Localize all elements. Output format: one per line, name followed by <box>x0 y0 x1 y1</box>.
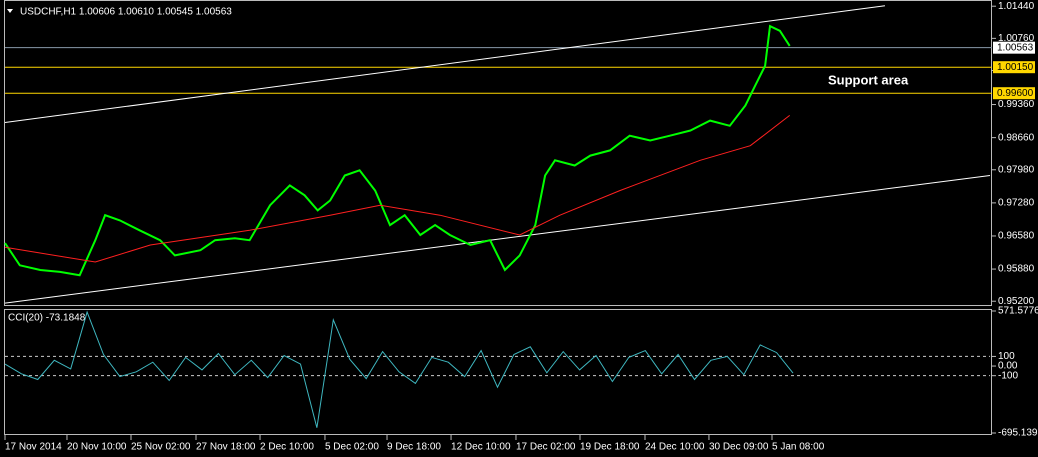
x-tick-label: 9 Dec 18:00 <box>387 442 441 453</box>
x-tick-label: 12 Dec 10:00 <box>451 442 511 453</box>
series-line <box>4 310 794 428</box>
y-tick-label: 0.95200 <box>998 296 1035 307</box>
level-label: 0.99600 <box>997 88 1034 99</box>
level-label: 1.00563 <box>997 42 1034 53</box>
y-tick-label: 0.99360 <box>998 99 1035 110</box>
chart-header: USDCHF,H1 1.00606 1.00610 1.00545 1.0056… <box>20 7 232 18</box>
y-tick-label: -695.1398 <box>998 428 1038 439</box>
y-tick-label: 1.01440 <box>998 1 1035 12</box>
level-label: 1.00150 <box>997 62 1034 73</box>
y-tick-label: 0.96580 <box>998 231 1035 242</box>
x-tick-label: 25 Nov 02:00 <box>131 442 191 453</box>
level-label-box <box>993 41 1035 54</box>
main-panel <box>4 0 992 306</box>
cci-panel <box>4 309 992 435</box>
x-tick-label: 17 Nov 2014 <box>5 442 62 453</box>
series-line <box>4 24 791 277</box>
y-tick-label: 0.97280 <box>998 198 1035 209</box>
level-label-box <box>993 87 1035 100</box>
x-tick-label: 2 Dec 10:00 <box>260 442 314 453</box>
y-tick-label: -100 <box>998 370 1018 381</box>
trendline <box>4 174 991 304</box>
x-tick-label: 24 Dec 10:00 <box>645 442 705 453</box>
x-tick-label: 20 Nov 10:00 <box>67 442 127 453</box>
y-tick-label: 0.97980 <box>998 164 1035 175</box>
x-tick-label: 19 Dec 18:00 <box>580 442 640 453</box>
y-tick-label: 0.95880 <box>998 264 1035 275</box>
y-tick-label: 571.5776 <box>998 306 1038 317</box>
level-label-box <box>993 61 1035 74</box>
header-arrow <box>7 9 13 13</box>
x-tick-label: 5 Jan 08:00 <box>772 442 825 453</box>
x-tick-label: 5 Dec 02:00 <box>325 442 379 453</box>
series-line <box>4 115 791 263</box>
y-tick-label: 0.00 <box>998 361 1018 372</box>
trendline <box>4 5 885 124</box>
y-tick-label: 100 <box>998 351 1015 362</box>
x-tick-label: 30 Dec 09:00 <box>709 442 769 453</box>
x-tick-label: 17 Dec 02:00 <box>516 442 576 453</box>
y-tick-label: 0.98660 <box>998 132 1035 143</box>
y-tick-label: 1.00760 <box>998 33 1035 44</box>
cci-title: CCI(20) -73.1848 <box>8 313 86 324</box>
x-tick-label: 27 Nov 18:00 <box>196 442 256 453</box>
annotation: Support area <box>828 72 909 87</box>
